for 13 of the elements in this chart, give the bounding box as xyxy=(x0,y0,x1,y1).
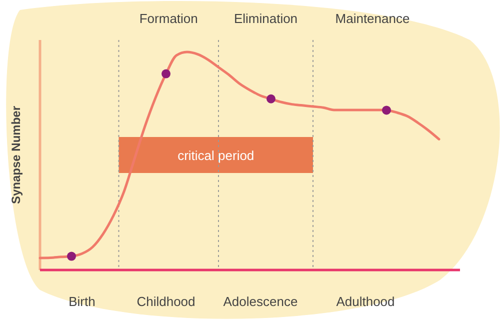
point xyxy=(266,94,276,104)
text: Formation xyxy=(139,11,198,26)
x-tick-label: Birth xyxy=(68,294,96,309)
x-tick-label: Adolescence xyxy=(223,294,298,309)
x-tick-label: Childhood xyxy=(136,294,196,309)
point xyxy=(382,106,391,115)
text: Maintenance xyxy=(335,11,410,26)
point xyxy=(162,69,170,78)
y-axis-title: Synapse Number xyxy=(9,106,23,204)
x-tick-label: Adulthood xyxy=(336,294,395,309)
text: Elimination xyxy=(234,11,298,26)
annotation: critical period xyxy=(178,148,254,163)
point xyxy=(67,252,76,261)
